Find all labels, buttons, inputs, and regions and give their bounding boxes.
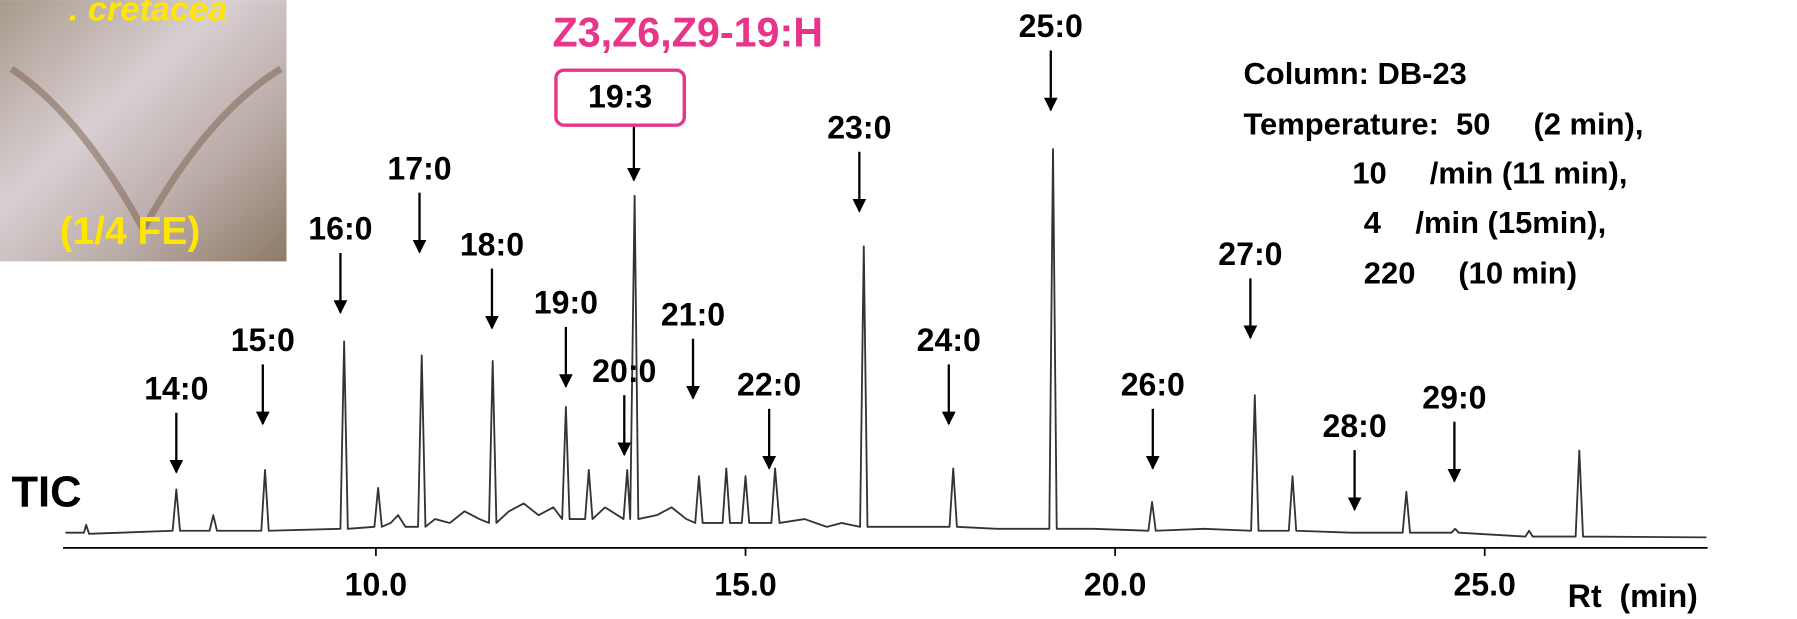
info-line: 10 /min (11 min), xyxy=(1352,156,1627,191)
info-line: Column: DB-23 xyxy=(1243,56,1466,91)
x-tick-label: 10.0 xyxy=(345,566,407,602)
highlight-box xyxy=(554,68,687,127)
inset-amount: (1/4 FE) xyxy=(60,210,201,253)
x-label: Rt (min) xyxy=(1568,578,1698,614)
peak-label: 23:0 xyxy=(827,109,891,145)
peak-label: 27:0 xyxy=(1218,236,1282,272)
info-line: 220 (10 min) xyxy=(1364,255,1577,290)
peak-label: 18:0 xyxy=(460,226,524,262)
peak-label: 19:0 xyxy=(534,285,598,321)
peak-label: 22:0 xyxy=(737,367,801,403)
peak-label: 15:0 xyxy=(231,322,295,358)
info-line: Temperature: 50 (2 min), xyxy=(1243,106,1643,141)
inset-species: . cretacea xyxy=(69,0,228,29)
x-tick-label: 15.0 xyxy=(714,566,776,602)
trace xyxy=(65,148,1707,539)
peak-label: 25:0 xyxy=(1019,8,1083,44)
peak-label: 21:0 xyxy=(661,296,725,332)
highlight-note: Z3,Z6,Z9-19:H xyxy=(553,10,823,56)
peak-label: 19:3 xyxy=(588,78,652,114)
x-tick-label: 20.0 xyxy=(1084,566,1146,602)
peak-label: 28:0 xyxy=(1322,408,1386,444)
moth-pattern xyxy=(9,65,283,237)
y-label: TIC xyxy=(11,469,81,517)
peak-label: 29:0 xyxy=(1422,379,1486,415)
info-line: 4 /min (15min), xyxy=(1364,205,1606,240)
peak-label: 14:0 xyxy=(144,370,208,406)
peak-label: 20:0 xyxy=(592,353,656,389)
x-tick-label: 25.0 xyxy=(1453,566,1515,602)
moth-photo xyxy=(0,0,287,262)
column-info: Column: DB-23 Temperature: 50 (2 min), 1… xyxy=(1243,56,1643,290)
peak-label: 24:0 xyxy=(917,322,981,358)
peak-label: 26:0 xyxy=(1121,367,1185,403)
peak-label: 17:0 xyxy=(387,150,451,186)
peak-label: 16:0 xyxy=(308,211,372,247)
